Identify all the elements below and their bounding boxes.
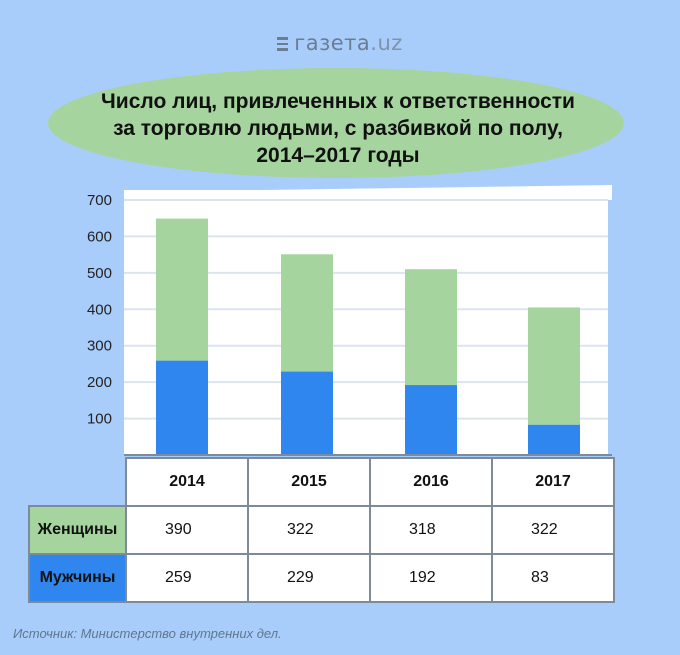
table-corner [29,458,127,507]
table-cell: 192 [369,553,493,603]
table-header: 2017 [491,457,615,507]
brand-domain: .uz [370,31,403,55]
title-background [48,68,624,178]
y-tick-label: 400 [87,301,112,318]
source-note: Источник: Министерство внутренних дел. [13,626,282,641]
bar-women-2014 [156,218,208,361]
bar-women-2017 [528,307,580,425]
y-tick-label: 200 [87,374,112,391]
title-line-1: Число лиц, привлеченных к ответственност… [101,90,575,113]
table-cell: 322 [491,505,615,555]
table-header: 2014 [125,457,249,507]
brand-logo: газета.uz [0,31,680,55]
data-table: 2014 2015 2016 2017 Женщины 390 322 318 … [28,457,615,603]
bar-men-2015 [281,371,333,455]
row-label-women: Женщины [28,505,127,555]
bar-men-2014 [156,360,208,455]
title-line-2: за торговлю людьми, с разбивкой по полу, [113,117,563,140]
table-header-row: 2014 2015 2016 2017 [29,457,615,507]
table-header: 2015 [247,457,371,507]
table-cell: 390 [125,505,249,555]
plot-area [124,190,608,455]
y-tick-label: 300 [87,338,112,355]
title-line-3: 2014–2017 годы [256,144,420,167]
table-cell: 229 [247,553,371,603]
y-tick-label: 100 [87,411,112,428]
y-tick-label: 600 [87,228,112,245]
table-cell: 322 [247,505,371,555]
table-cell: 259 [125,553,249,603]
bar-women-2016 [405,269,457,386]
table-row-women: Женщины 390 322 318 322 [28,505,615,555]
y-tick-label: 700 [87,192,112,209]
bars [156,218,580,455]
brand-name: газета [294,31,371,55]
table-cell: 83 [491,553,615,603]
logo-icon [277,37,289,51]
table-row-men: Мужчины 259 229 192 83 [28,553,615,603]
table-header: 2016 [369,457,493,507]
bar-men-2016 [405,385,457,455]
y-axis: 100 200 300 400 500 600 700 [87,192,112,428]
row-label-men: Мужчины [28,553,127,603]
table-cell: 318 [369,505,493,555]
bar-women-2015 [281,254,333,372]
chart-title: Число лиц, привлеченных к ответственност… [50,88,626,169]
y-tick-label: 500 [87,265,112,282]
bar-men-2017 [528,424,580,455]
